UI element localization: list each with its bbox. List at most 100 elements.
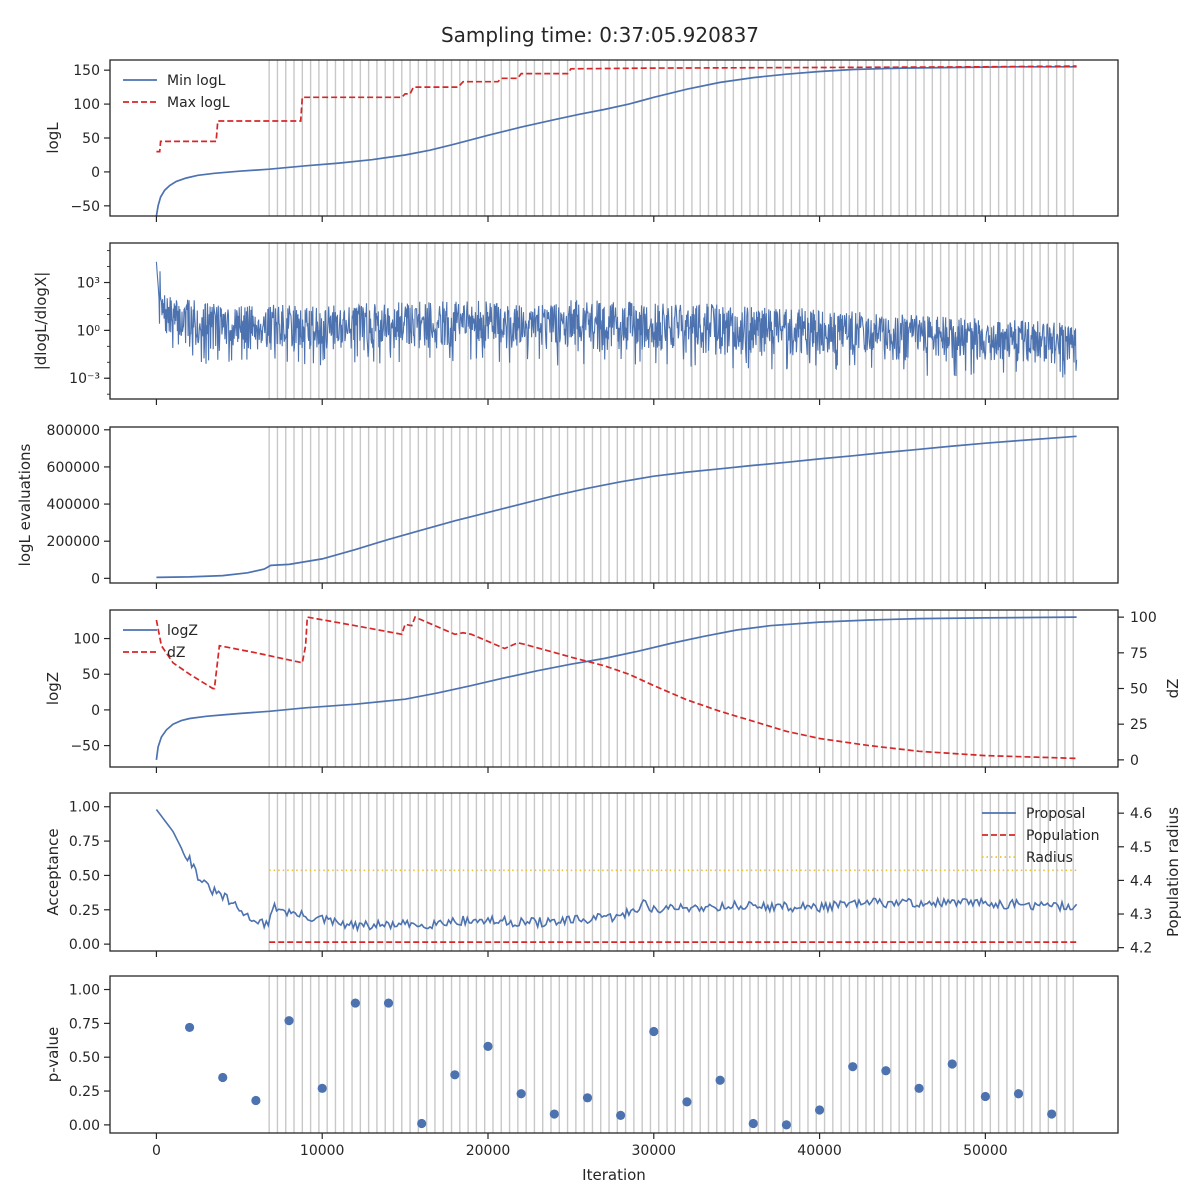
y-tick-label: 10⁰ <box>77 323 101 339</box>
legend: Proposal Population Radius <box>982 806 1100 866</box>
scatter-point <box>1013 1089 1024 1099</box>
legend-label: logZ <box>167 623 198 639</box>
scatter-point <box>483 1041 493 1051</box>
run-boundary-lines <box>268 610 1074 767</box>
y-axis-label: logL <box>44 122 62 154</box>
y-tick-label: 0.75 <box>69 1016 100 1032</box>
y-tick-label: 400000 <box>47 497 100 513</box>
y-tick-label: 50 <box>82 667 100 683</box>
y-right-tick-label: 4.3 <box>1130 907 1152 923</box>
scatter-point <box>516 1089 526 1099</box>
scatter-point <box>417 1118 427 1129</box>
y-right-tick-label: 4.2 <box>1130 941 1152 957</box>
y-tick-label: 10³ <box>77 276 100 292</box>
scatter-point <box>317 1083 327 1093</box>
y-right-tick-label: 75 <box>1130 646 1148 662</box>
y-tick-label: 10⁻³ <box>69 371 100 387</box>
axes-frame <box>109 792 1119 952</box>
scatter-point <box>848 1062 858 1072</box>
axes-frame <box>109 59 1119 217</box>
run-boundary-lines <box>268 976 1074 1133</box>
axes-frame <box>109 975 1119 1134</box>
y-tick-label: 0 <box>91 703 100 719</box>
y-tick-label: 50 <box>82 131 100 147</box>
y-right-axis-label: Population radius <box>1164 807 1182 937</box>
y-tick-label: 0 <box>91 165 100 181</box>
y-tick-label: 150 <box>73 63 100 79</box>
legend-label: Min logL <box>167 73 226 89</box>
y-tick-label: 0.00 <box>69 1118 100 1134</box>
series-line-main <box>156 435 1077 579</box>
y-tick-label: 0.50 <box>69 868 100 884</box>
y-tick-label: 1.00 <box>69 800 100 816</box>
series-line-dz <box>155 615 1077 760</box>
y-right-tick-label: 0 <box>1130 753 1139 769</box>
y-axis-label: logZ <box>44 672 62 705</box>
scatter-point <box>649 1026 659 1037</box>
y-tick-label: 200000 <box>47 534 100 550</box>
y-right-tick-label: 100 <box>1130 610 1157 626</box>
y-tick-label: 0.25 <box>69 1084 100 1100</box>
scatter-point <box>284 1016 294 1026</box>
y-tick-label: 0.50 <box>69 1050 100 1066</box>
y-tick-label: 1.00 <box>69 983 100 999</box>
x-tick-label: 50000 <box>963 1143 1008 1159</box>
legend: logZ dZ <box>123 623 198 661</box>
scatter-point <box>781 1120 792 1130</box>
axes-frame <box>109 242 1119 400</box>
y-right-tick-label: 4.6 <box>1130 806 1152 822</box>
legend-label: Population <box>1026 828 1100 844</box>
y-tick-label: 0.25 <box>69 903 100 919</box>
figure-title: Sampling time: 0:37:05.920837 <box>441 23 759 47</box>
x-tick-label: 0 <box>152 1143 161 1159</box>
legend-label: dZ <box>167 645 185 661</box>
y-tick-label: 0.00 <box>69 937 100 953</box>
panel-3: 0 200000 400000 600000 800000 logL evaluation… <box>16 423 1119 589</box>
y-right-tick-label: 25 <box>1130 717 1148 733</box>
y-tick-label: −50 <box>70 199 100 215</box>
x-tick-label: 40000 <box>797 1143 842 1159</box>
scatter-point <box>682 1097 692 1107</box>
scatter-point <box>218 1072 228 1083</box>
scatter-point <box>748 1118 758 1129</box>
y-axis-label: p-value <box>44 1027 62 1083</box>
legend-label: Radius <box>1026 850 1073 866</box>
scatter-point <box>251 1095 261 1106</box>
scatter-point <box>616 1110 626 1121</box>
y-right-axis-label: dZ <box>1164 679 1182 699</box>
scatter-point <box>549 1109 559 1119</box>
series-line-max-logl <box>156 65 1077 153</box>
y-tick-label: 0.75 <box>69 834 100 850</box>
run-boundary-lines <box>268 60 1074 216</box>
scatter-point <box>980 1091 990 1102</box>
legend: Min logL Max logL <box>123 73 230 111</box>
scatter-point <box>383 998 394 1008</box>
series-line-derivative <box>155 261 1078 378</box>
axes-frame <box>109 426 1119 584</box>
scatter-point <box>1047 1109 1057 1119</box>
panel-5: 0.00 0.25 0.50 0.75 1.00 4.2 4.3 4.4 4.5 4.6 Popul… <box>44 792 1182 957</box>
y-axis-label: logL evaluations <box>16 443 34 566</box>
x-tick-label: 20000 <box>466 1143 511 1159</box>
y-tick-label: 100 <box>73 632 100 648</box>
x-axis-label: Iteration <box>582 1166 646 1184</box>
x-tick-label: 10000 <box>300 1143 345 1159</box>
y-axis-label: |dlogL/dlogX| <box>32 272 50 371</box>
scatter-point <box>450 1070 460 1080</box>
y-tick-label: 0 <box>91 571 100 587</box>
scatter-point <box>582 1093 593 1103</box>
scatter-point <box>715 1075 725 1085</box>
legend-label: Proposal <box>1026 806 1085 822</box>
y-tick-label: 600000 <box>47 460 100 476</box>
panel-6: 0 10000 20000 30000 40000 50000 0.00 0.25 0.50 0.… <box>44 975 1119 1159</box>
series-line-min-logl <box>155 65 1077 217</box>
run-boundary-lines <box>268 793 1074 951</box>
series-line-logz <box>155 616 1077 761</box>
scatter-point <box>350 998 360 1008</box>
y-right-tick-label: 50 <box>1130 682 1148 698</box>
run-boundary-lines <box>268 427 1074 583</box>
y-right-tick-label: 4.4 <box>1130 873 1152 889</box>
panel-4: −50 0 50 100 0 25 50 75 100 dZ logZ logZ dZ <box>44 609 1182 773</box>
